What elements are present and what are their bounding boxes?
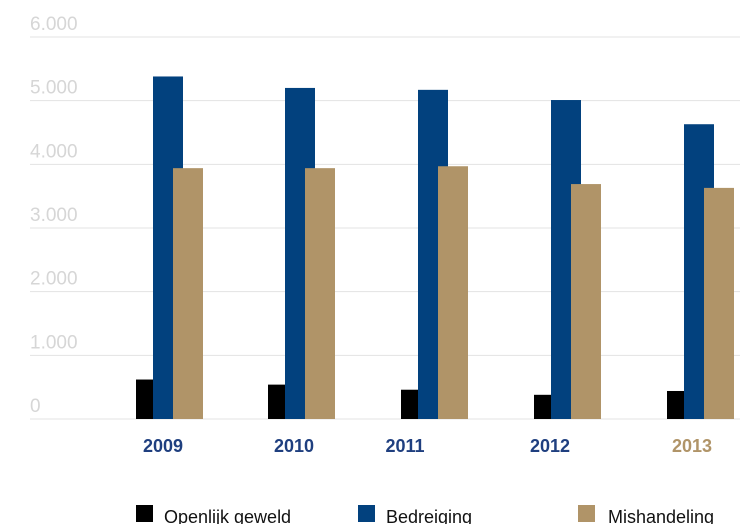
y-tick-label: 1.000 <box>30 332 78 353</box>
x-axis-category-labels: 2009 2010 2011 2012 2013 <box>143 436 712 456</box>
x-category-label: 2012 <box>530 436 570 456</box>
bar-mishandeling-2013 <box>704 187 734 419</box>
bar-mishandeling-2011 <box>438 166 468 419</box>
gridlines <box>30 36 740 420</box>
y-tick-label: 3.000 <box>30 205 78 226</box>
bar-mishandeling-2010 <box>305 168 335 419</box>
bar-openlijk-geweld-2010 <box>268 384 286 419</box>
legend-label: Openlijk geweld <box>164 507 291 524</box>
bar-mishandeling-2012 <box>571 184 601 419</box>
bar-mishandeling-2009 <box>173 168 203 419</box>
bar-openlijk-geweld-2011 <box>401 389 419 419</box>
legend-swatch <box>578 505 595 522</box>
y-tick-label: 5.000 <box>30 78 78 99</box>
bars <box>136 76 734 420</box>
y-tick-label: 6.000 <box>30 14 78 35</box>
x-category-label: 2009 <box>143 436 183 456</box>
y-tick-label: 0 <box>30 396 41 417</box>
y-tick-label: 2.000 <box>30 269 78 290</box>
legend-label: Bedreiging <box>386 507 472 524</box>
y-axis-tick-labels: 0 1.000 2.000 3.000 4.000 5.000 6.000 <box>30 14 78 417</box>
legend-swatch <box>136 505 153 522</box>
legend-label: Mishandeling <box>608 507 714 524</box>
x-category-label: 2011 <box>385 436 424 456</box>
x-category-label: 2010 <box>274 436 314 456</box>
legend: Openlijk geweld Bedreiging Mishandeling <box>136 505 714 524</box>
x-category-label: 2013 <box>672 436 712 456</box>
bar-openlijk-geweld-2009 <box>136 379 154 419</box>
y-tick-label: 4.000 <box>30 141 78 162</box>
bar-openlijk-geweld-2012 <box>534 394 552 419</box>
legend-swatch <box>358 505 375 522</box>
bar-openlijk-geweld-2013 <box>667 390 685 419</box>
